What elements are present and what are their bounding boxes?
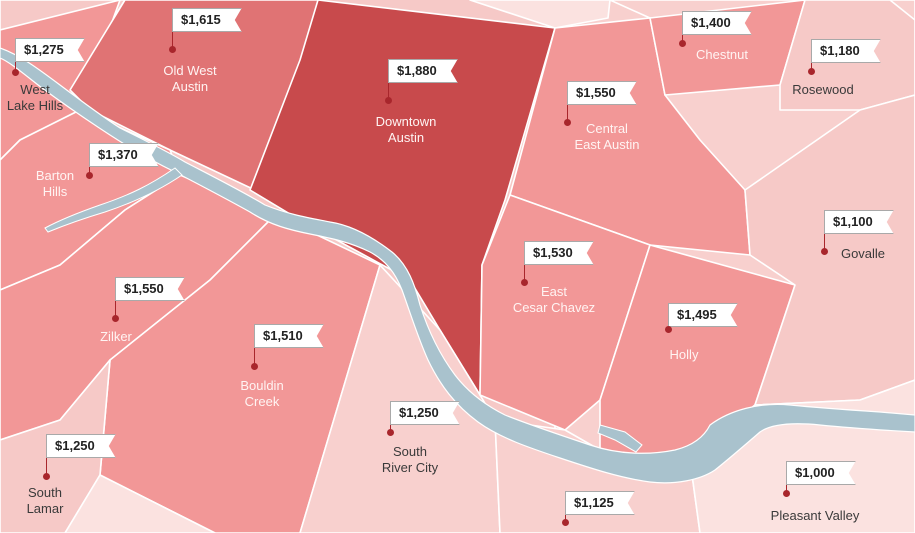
neighborhood-name: West Lake Hills bbox=[6, 82, 64, 113]
location-pin-icon[interactable] bbox=[679, 40, 686, 47]
price-flag: $1,550 bbox=[115, 277, 185, 301]
price-flag: $1,180 bbox=[811, 39, 881, 63]
neighborhood-name: South River City bbox=[381, 444, 439, 475]
price-flag: $1,000 bbox=[786, 461, 856, 485]
price-flag: $1,250 bbox=[390, 401, 460, 425]
price-flag: $1,400 bbox=[682, 11, 752, 35]
colorado-river bbox=[0, 47, 915, 484]
creek-barton bbox=[44, 167, 183, 233]
location-pin-icon[interactable] bbox=[43, 473, 50, 480]
price-flag: $1,510 bbox=[254, 324, 324, 348]
location-pin-icon[interactable] bbox=[169, 46, 176, 53]
location-pin-icon[interactable] bbox=[387, 429, 394, 436]
price-flag: $1,250 bbox=[46, 434, 116, 458]
price-flag: $1,615 bbox=[172, 8, 242, 32]
neighborhood-name: Zilker bbox=[100, 329, 132, 344]
region-south-lamar-2 bbox=[64, 474, 216, 533]
neighborhood-name: Old West Austin bbox=[163, 63, 217, 94]
location-pin-icon[interactable] bbox=[808, 68, 815, 75]
location-pin-icon[interactable] bbox=[564, 119, 571, 126]
location-pin-icon[interactable] bbox=[12, 69, 19, 76]
neighborhood-name: Chestnut bbox=[695, 47, 749, 62]
neighborhood-name: Rosewood bbox=[792, 82, 854, 97]
price-flag: $1,275 bbox=[15, 38, 85, 62]
neighborhood-name: Downtown Austin bbox=[375, 114, 437, 145]
creek-east bbox=[597, 424, 643, 453]
neighborhood-name: East Cesar Chavez bbox=[512, 284, 596, 315]
price-flag: $1,530 bbox=[524, 241, 594, 265]
price-flag: $1,100 bbox=[824, 210, 894, 234]
location-pin-icon[interactable] bbox=[112, 315, 119, 322]
neighborhood-name: Holly bbox=[669, 347, 699, 362]
location-pin-icon[interactable] bbox=[521, 279, 528, 286]
location-pin-icon[interactable] bbox=[665, 326, 672, 333]
region-top-strip bbox=[469, 0, 611, 29]
location-pin-icon[interactable] bbox=[562, 519, 569, 526]
neighborhood-name: Central East Austin bbox=[574, 121, 640, 152]
price-flag: $1,125 bbox=[565, 491, 635, 515]
price-flag: $1,370 bbox=[89, 143, 159, 167]
location-pin-icon[interactable] bbox=[86, 172, 93, 179]
neighborhood-name: South Lamar bbox=[26, 485, 64, 516]
neighborhood-name: Pleasant Valley bbox=[770, 508, 860, 523]
location-pin-icon[interactable] bbox=[385, 97, 392, 104]
price-flag: $1,880 bbox=[388, 59, 458, 83]
neighborhood-name: Bouldin Creek bbox=[240, 378, 284, 409]
neighborhood-name: Barton Hills bbox=[35, 168, 75, 199]
price-flag: $1,495 bbox=[668, 303, 738, 327]
location-pin-icon[interactable] bbox=[251, 363, 258, 370]
neighborhood-name: Govalle bbox=[840, 246, 886, 261]
location-pin-icon[interactable] bbox=[783, 490, 790, 497]
price-flag: $1,550 bbox=[567, 81, 637, 105]
location-pin-icon[interactable] bbox=[821, 248, 828, 255]
